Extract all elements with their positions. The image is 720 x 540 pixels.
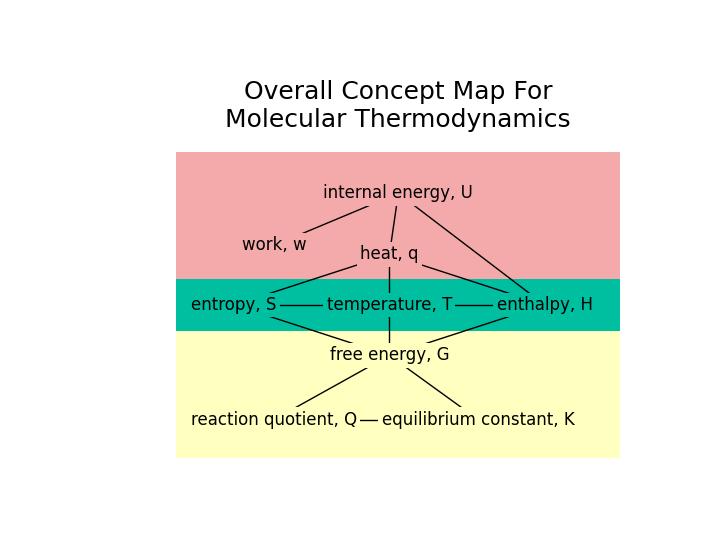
Text: free energy, G: free energy, G <box>330 346 449 364</box>
Text: heat, q: heat, q <box>360 246 418 264</box>
Text: entropy, S: entropy, S <box>192 296 277 314</box>
Text: Overall Concept Map For
Molecular Thermodynamics: Overall Concept Map For Molecular Thermo… <box>225 80 571 132</box>
Text: temperature, T: temperature, T <box>327 296 452 314</box>
Text: work, w: work, w <box>242 237 307 254</box>
Bar <box>176 152 620 279</box>
Bar <box>176 279 620 331</box>
Text: reaction quotient, Q: reaction quotient, Q <box>191 410 357 429</box>
Text: enthalpy, H: enthalpy, H <box>497 296 593 314</box>
Bar <box>176 331 620 458</box>
Text: equilibrium constant, K: equilibrium constant, K <box>382 410 575 429</box>
Text: internal energy, U: internal energy, U <box>323 184 473 202</box>
